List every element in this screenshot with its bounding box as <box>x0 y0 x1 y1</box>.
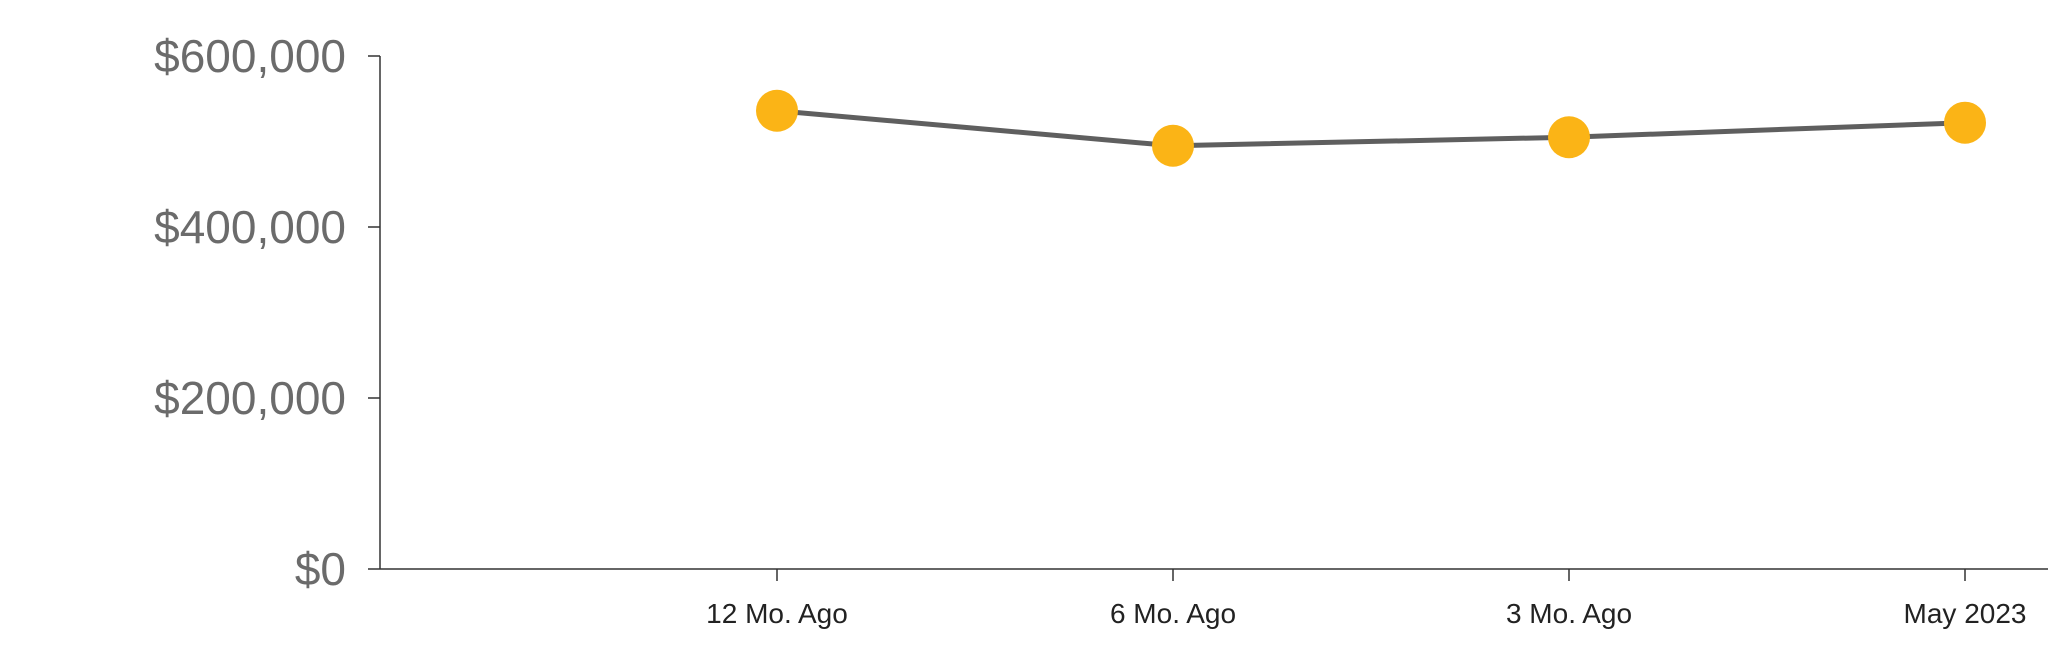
y-tick-label: $400,000 <box>154 201 346 253</box>
y-tick-label: $600,000 <box>154 30 346 82</box>
x-tick-label: 6 Mo. Ago <box>1110 598 1236 629</box>
x-tick-label: 3 Mo. Ago <box>1506 598 1632 629</box>
x-tick-label: 12 Mo. Ago <box>706 598 848 629</box>
data-point-marker <box>1944 101 1986 144</box>
data-point-marker <box>1548 116 1590 159</box>
series-line <box>776 108 1966 149</box>
data-point-marker <box>1152 124 1194 167</box>
data-point-marker <box>756 89 798 132</box>
y-tick-label: $200,000 <box>154 372 346 424</box>
y-tick-label: $0 <box>295 543 346 595</box>
x-tick-label: May 2023 <box>1904 598 2027 629</box>
